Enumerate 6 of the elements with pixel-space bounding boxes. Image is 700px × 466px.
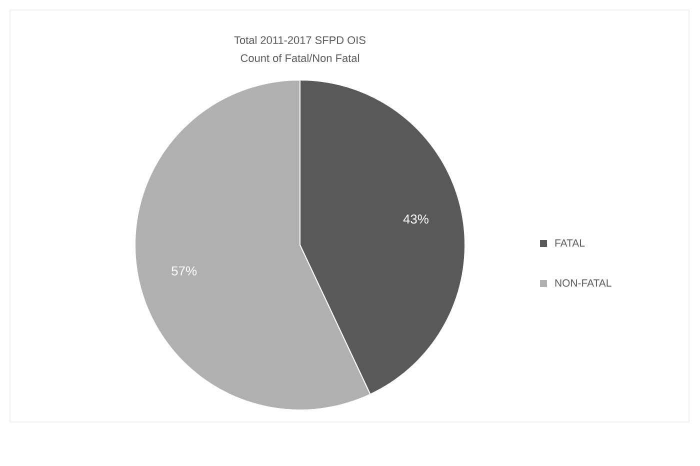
data-label: 57%	[172, 266, 197, 276]
data-label: 43%	[403, 214, 428, 224]
chart-subtitle: Count of Fatal/Non Fatal	[240, 54, 359, 62]
legend-label: FATAL	[555, 239, 585, 247]
legend-label: NON-FATAL	[555, 279, 612, 287]
chart-title: Total 2011-2017 SFPD OIS	[234, 36, 366, 44]
